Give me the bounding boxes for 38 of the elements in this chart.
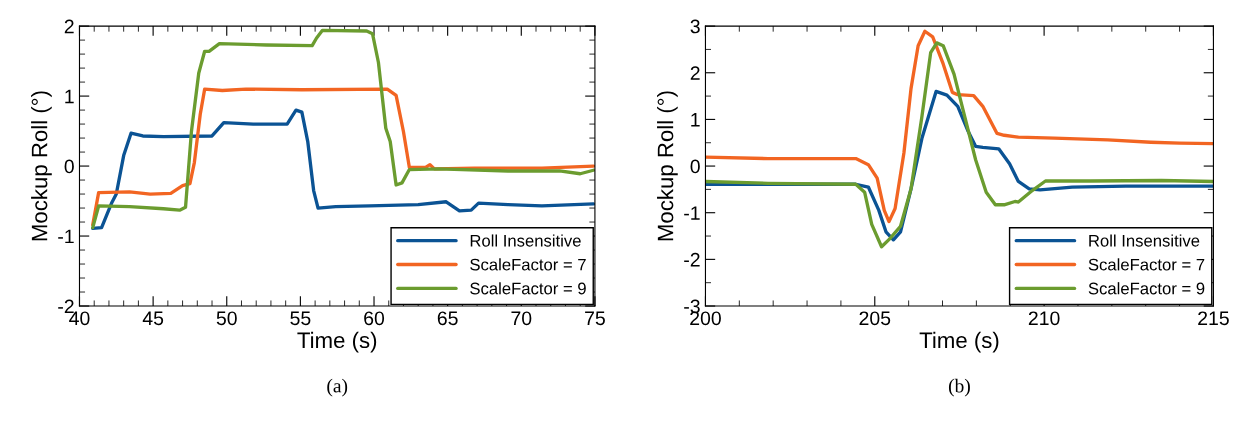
x-tick-label: 45	[142, 311, 164, 326]
x-tick-label: 205	[859, 311, 891, 326]
y-tick-label: -1	[684, 206, 700, 220]
x-axis-title: Time (s)	[297, 331, 377, 353]
line-series	[91, 108, 595, 231]
x-tick-label: 55	[290, 311, 311, 326]
y-tick-label: 2	[690, 66, 700, 80]
line-series	[91, 28, 595, 230]
y-tick-label: 0	[64, 159, 74, 174]
text: (a)	[327, 378, 348, 397]
x-axis-title: Time (s)	[919, 331, 999, 353]
x-tick-label: 40	[69, 311, 90, 326]
y-axis-title: Mockup Roll (°)	[657, 91, 678, 241]
x-tick-label: 210	[1028, 311, 1060, 326]
text: (b)	[948, 378, 970, 397]
x-tick-label: 215	[1198, 311, 1229, 326]
x-tick-label: 60	[364, 311, 385, 326]
y-tick-label: 1	[691, 113, 700, 127]
legend-label: ScaleFactor = 9	[1088, 282, 1205, 295]
line-series	[705, 29, 1214, 224]
legend-label: Roll Insensitive	[470, 234, 581, 247]
legend-label: ScaleFactor = 9	[470, 282, 586, 295]
y-tick-label: 0	[690, 159, 700, 174]
y-tick-label: 1	[65, 89, 74, 104]
y-tick-label: -2	[684, 252, 700, 267]
legend-label: ScaleFactor = 7	[1088, 258, 1205, 271]
x-tick-label: 70	[511, 311, 532, 326]
y-tick-label: -1	[58, 229, 74, 244]
line-series	[705, 41, 1214, 249]
y-tick-label: -2	[58, 299, 74, 314]
y-tick-label: 3	[690, 19, 700, 34]
legend-label: Roll Insensitive	[1089, 234, 1200, 247]
x-tick-label: 65	[437, 311, 458, 326]
y-axis-title: Mockup Roll (°)	[31, 91, 52, 241]
x-tick-label: 75	[585, 311, 605, 326]
x-tick-label: 50	[216, 311, 237, 326]
y-tick-label: 2	[64, 19, 74, 34]
legend-label: ScaleFactor = 7	[470, 258, 586, 271]
